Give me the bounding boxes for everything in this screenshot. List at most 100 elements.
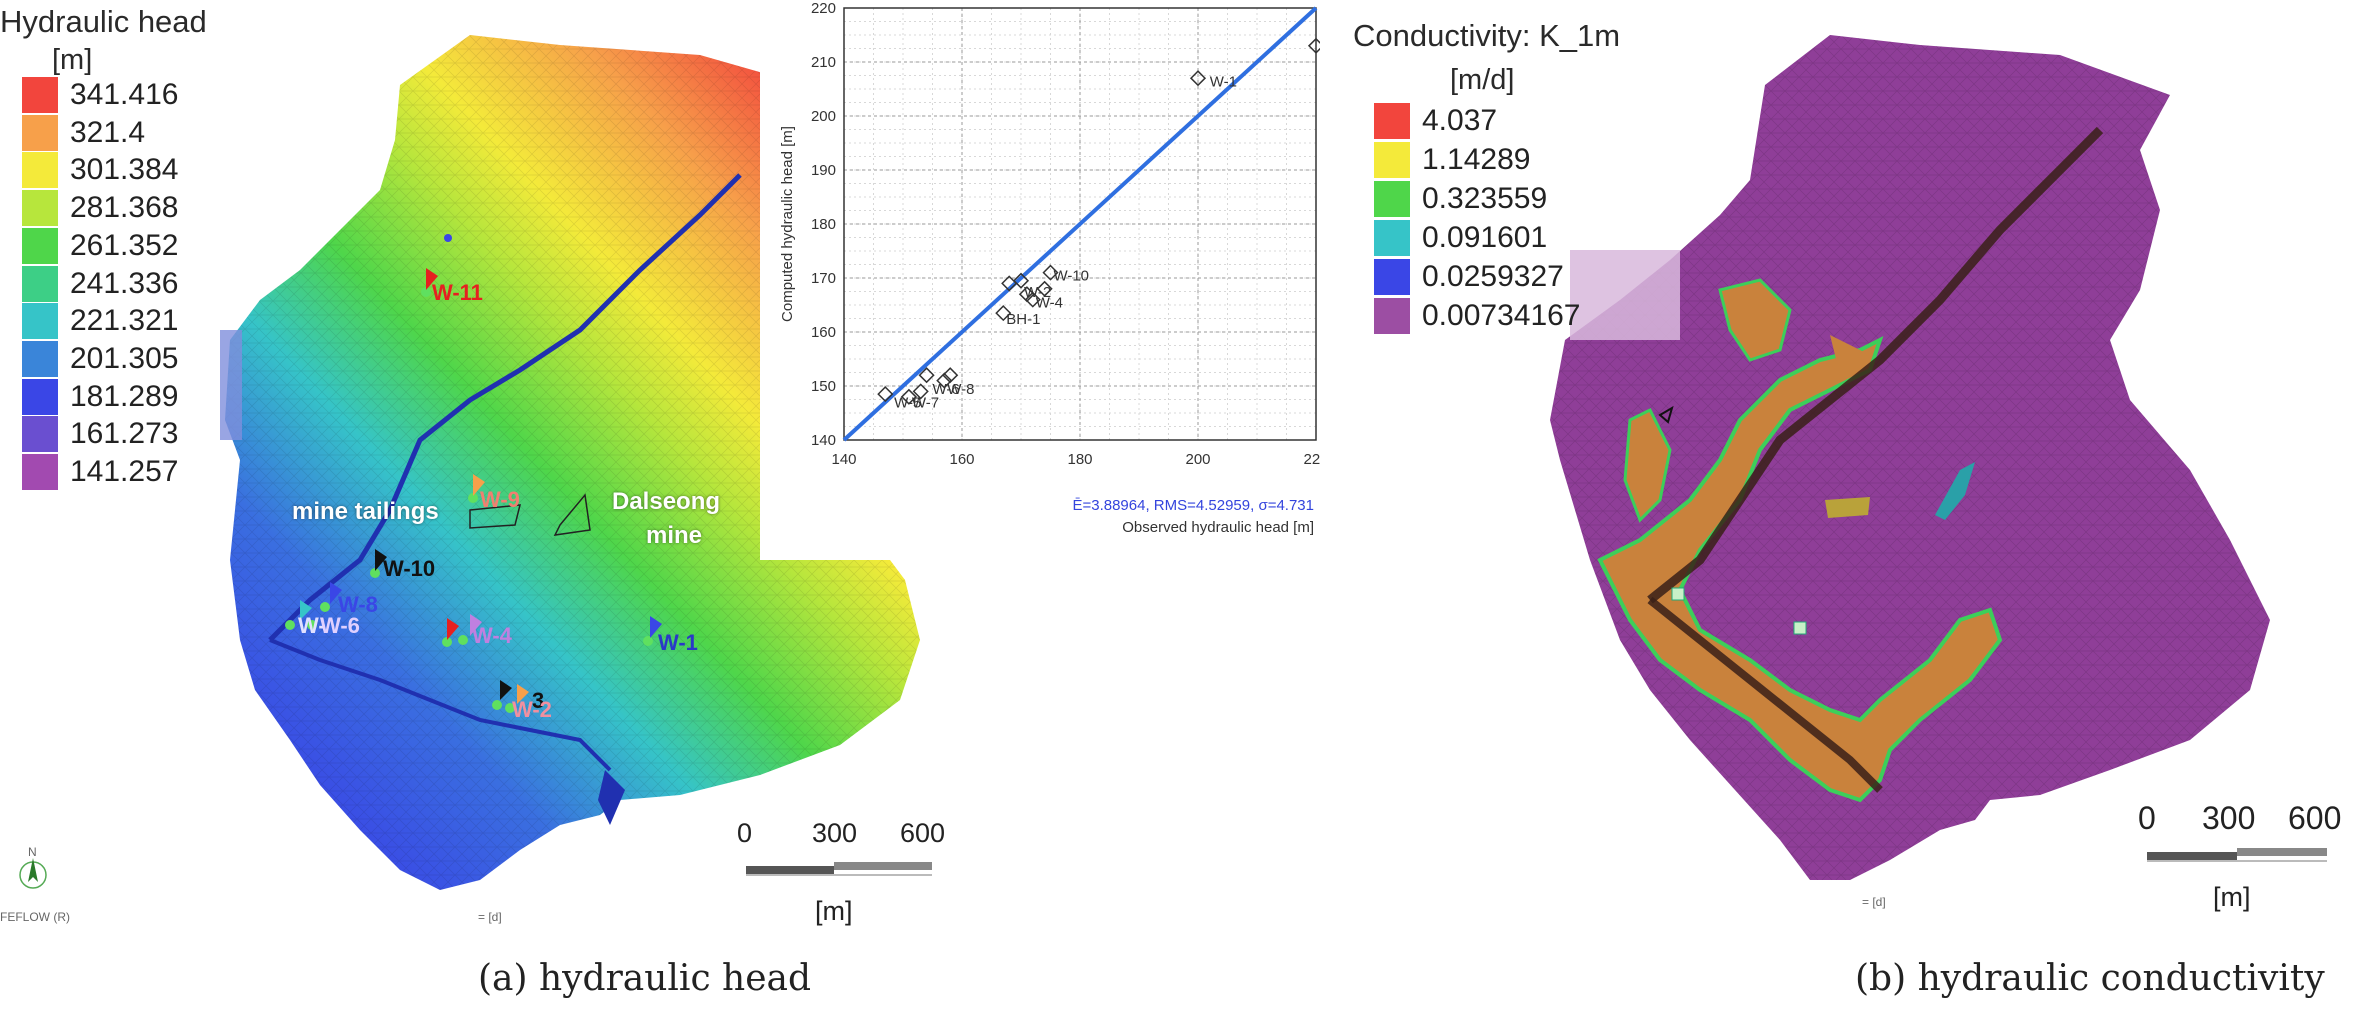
point-label: W-2 [1024,284,1051,301]
point-label: W-1 [1210,73,1237,90]
cond-legend-swatch [1374,181,1410,217]
head-legend-value: 141.257 [70,455,179,488]
head-legend-row: 281.368 [22,189,178,227]
head-legend-value: 161.273 [70,417,179,451]
cond-legend-value: 4.037 [1422,104,1498,137]
data-point [942,367,959,384]
well-label-w5: W- [298,613,326,638]
cond-legend-swatch [1374,220,1410,256]
point-label: W-7 [912,395,939,412]
scale-b-300: 300 [2202,800,2256,836]
y-tick-label: 150 [811,378,836,395]
x-tick-label: 180 [1067,451,1092,468]
caption-b: (b) hydraulic conductivity [1855,958,2325,999]
point-label: W-4 [1036,295,1063,312]
point-label: BH-1 [1006,311,1040,328]
cond-legend-row: 1.14289 [1374,141,1530,179]
cond-legend-row: 4.037 [1374,102,1497,140]
head-legend-row: 181.289 [22,378,178,416]
data-point [1012,272,1030,289]
north-arrow-icon [19,858,47,889]
legend-b-title: Conductivity: K_1m [1353,18,1621,53]
data-point [995,305,1012,322]
one-to-one-line [842,6,1318,442]
scale-a-0: 0 [737,818,753,848]
hydraulic-head-legend: Hydraulic head [m] 341.416 321.4 301.384 28… [0,0,260,510]
head-legend-swatch [22,114,58,151]
legend-b-items: 4.037 1.14289 0.323559 0.091601 0.0259327 0.0… [1374,102,1694,352]
head-legend-row: 141.257 [22,453,178,491]
head-legend-swatch [22,416,58,453]
plot-frame [843,7,1317,441]
stats-text: Ē=3.88964, RMS=4.52959, σ=4.731 [1072,497,1314,514]
y-tick-label: 220 [811,0,836,17]
head-legend-swatch [22,190,58,227]
cond-legend-row: 0.323559 [1374,180,1547,218]
scale-a-300: 300 [812,818,858,848]
data-point [1189,70,1207,87]
head-calibration-scatter: 140 160 180 200 220 140 150 160 170 180 190 200 210 2… [760,0,1320,560]
cond-legend-swatch [1374,142,1410,178]
head-legend-value: 341.416 [70,78,179,111]
y-axis-label: Computed hydraulic head [m] [779,126,796,322]
y-tick-label: 170 [811,270,836,287]
x-tick-label: 200 [1185,451,1210,468]
mine-tailings-label: mine tailings [292,498,439,525]
caption-a: (a) hydraulic head [478,958,812,999]
hydraulic-head-map [19,35,935,890]
head-legend-row: 301.384 [22,151,178,189]
well-markers [285,234,662,713]
head-legend-row: 201.305 [22,340,178,378]
x-tick-label: 220 [1303,451,1320,468]
head-legend-value: 241.336 [70,266,179,300]
point-label: W-10 [1053,268,1089,285]
dalseong-mine-label-1: Dalseong [612,488,721,515]
north-label: N [28,845,37,859]
y-tick-label: 160 [811,324,836,341]
data-point [900,388,917,405]
point-label: W-6 [933,381,960,398]
data-point [1024,291,1041,308]
head-legend-swatch [22,227,58,264]
head-legend-value: 181.289 [70,379,179,413]
cond-legend-swatch [1374,259,1410,295]
x-tick-label: 160 [949,451,974,468]
head-legend-value: 321.4 [70,115,146,149]
well-label-w11: W-11 [432,280,483,305]
cond-legend-value: 0.323559 [1422,182,1548,215]
head-legend-value: 281.368 [70,191,179,225]
river [268,173,742,642]
scale-b-0: 0 [2138,800,2156,836]
data-point [877,386,894,403]
scale-a-600: 600 [900,818,946,848]
head-legend-value: 221.321 [70,304,179,338]
well-label-w6: W-6 [320,613,360,638]
cond-legend-row: 0.0259327 [1374,258,1564,296]
data-point [918,367,935,384]
cond-legend-value: 1.14289 [1422,143,1531,176]
legend-unit: [m] [52,44,93,76]
dalseong-mine-label-2: mine [646,522,703,549]
head-legend-row: 241.336 [22,265,178,303]
well-label-w3: 3 [532,688,545,713]
head-legend-row: 261.352 [22,227,178,265]
cond-legend-row: 0.00734167 [1374,297,1581,335]
scale-b-600: 600 [2288,800,2342,836]
head-legend-swatch [22,265,58,302]
scale-tag-a: = [d] [478,910,502,924]
y-tick-label: 200 [811,108,836,125]
head-legend-row: 321.4 [22,114,145,152]
data-point [1042,264,1059,281]
well-label-w8: W-8 [338,592,378,617]
scale-b-unit: [m] [2213,882,2251,912]
legend-title: Hydraulic head [0,4,207,39]
software-tag: FEFLOW (R) [0,910,70,924]
head-legend-row: 221.321 [22,302,178,340]
data-point [1307,37,1320,54]
conductivity-map [1550,35,2270,880]
head-legend-value: 261.352 [70,228,179,262]
well-label-w9: W-9 [480,487,520,512]
legend-items: 341.416 321.4 301.384 281.368 261.352 241.336… [22,76,252,496]
legend-b-unit: [m/d] [1450,64,1515,96]
head-legend-swatch [22,152,58,189]
